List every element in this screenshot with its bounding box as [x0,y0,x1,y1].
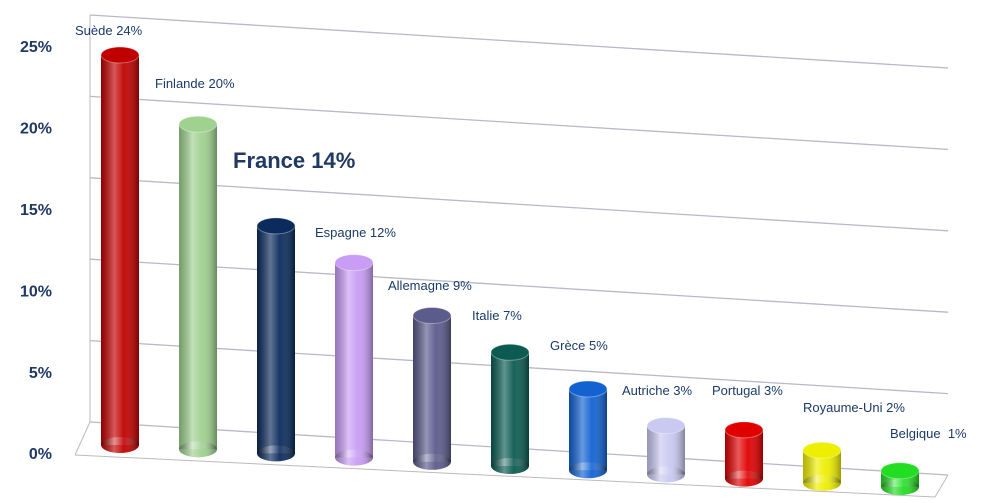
y-tick-label: 20% [20,121,52,138]
bar-bottom-shade [413,453,451,470]
data-label: France 14% [233,148,355,173]
grid-line [89,177,949,232]
bar-shade [569,388,607,471]
bar-top [100,46,140,64]
bar-bottom-shade [179,441,217,458]
grid-line [89,258,949,313]
data-label: Grèce 5% [550,338,608,353]
y-tick-label: 15% [20,202,52,219]
bar-shade [335,262,373,458]
bar [646,417,686,483]
bar-top [412,307,452,325]
bar [178,115,218,458]
data-label: Belgique 1% [890,426,967,441]
bar [880,462,920,495]
bar-bottom-shade [257,445,295,462]
bar-shade [491,352,529,466]
bar-top [490,343,530,361]
bar [490,343,530,474]
bar-bottom-shade [647,466,685,483]
bar-bottom-shade [569,462,607,479]
bar-top [256,217,296,235]
grid-line [89,95,949,151]
bar [100,46,140,453]
bar-shade [413,315,451,462]
data-label: Espagne 12% [315,225,396,240]
bar-shade [725,429,763,479]
bar [334,254,374,466]
bar-bottom-shade [803,474,841,491]
floor-front-edge [74,454,936,498]
y-tick-label: 10% [20,283,52,300]
bar-bottom-shade [491,458,529,474]
bar [724,421,764,487]
bar-top [334,254,374,272]
bar [568,380,608,479]
y-tick-label: 0% [29,446,52,463]
bar-top [178,115,218,133]
bar-shade [179,124,217,450]
bar [412,307,452,470]
bar-shade [101,55,139,445]
data-label: Allemagne 9% [388,278,472,293]
y-tick-label: 5% [29,365,52,382]
data-label: Portugal 3% [712,383,783,398]
bar-top [568,380,608,398]
data-label: Italie 7% [472,308,522,323]
bar-top [646,417,686,435]
bar-top [802,441,842,459]
floor-edge [934,474,949,498]
bar-top [724,421,764,439]
data-label: Finlande 20% [155,76,235,91]
bar-shade [647,425,685,475]
bar-top [880,462,920,480]
bar [256,217,296,462]
data-label: Royaume-Uni 2% [803,400,905,415]
bar [802,441,842,491]
bar-bottom-shade [881,479,919,495]
bar-bottom-shade [725,470,763,487]
grid-line [89,14,949,69]
bar-bottom-shade [101,437,139,453]
bar-bottom-shade [335,449,373,466]
data-label: Suède 24% [75,23,143,38]
bar-shade [257,225,295,454]
data-label: Autriche 3% [622,383,693,398]
floor-edge [74,421,91,456]
y-tick-label: 25% [20,39,52,56]
